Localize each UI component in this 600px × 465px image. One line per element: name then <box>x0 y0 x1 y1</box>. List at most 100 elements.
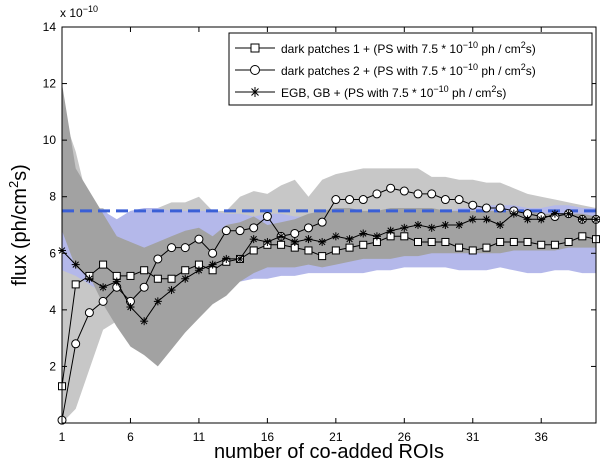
x-tick-label: 21 <box>329 430 343 444</box>
point-dark-patches-2 <box>345 195 355 205</box>
point-egb-gb <box>304 235 313 244</box>
point-egb-gb <box>249 235 258 244</box>
point-dark-patches-2 <box>290 228 300 238</box>
y-tick-label: 8 <box>49 190 56 204</box>
point-egb-gb <box>140 317 149 326</box>
point-egb-gb <box>578 215 587 224</box>
y-tick-label: 2 <box>49 359 56 373</box>
point-dark-patches-1 <box>331 246 340 255</box>
legend-box <box>228 32 593 106</box>
legend: dark patches 1 + (PS with 7.5 * 10−10 ph… <box>228 32 593 106</box>
point-egb-gb <box>550 209 559 218</box>
point-egb-gb <box>126 303 135 312</box>
point-dark-patches-1 <box>564 237 573 246</box>
point-dark-patches-1 <box>318 252 327 261</box>
point-dark-patches-1 <box>99 260 108 269</box>
point-dark-patches-1 <box>140 266 149 275</box>
x-axis-title: number of co-added ROIs <box>214 441 444 463</box>
point-dark-patches-1 <box>126 271 135 280</box>
series-line-egb-gb <box>61 213 596 322</box>
point-egb-gb <box>112 277 121 286</box>
point-egb-gb <box>331 232 340 241</box>
series-line-dark-patches-1 <box>61 235 597 387</box>
legend-label-dark-patches-2: dark patches 2 + (PS with 7.5 * 10−10 ph… <box>281 62 536 78</box>
point-egb-gb <box>71 260 80 269</box>
point-dark-patches-2 <box>427 189 437 199</box>
point-dark-patches-2 <box>98 296 108 306</box>
point-dark-patches-2 <box>262 212 272 222</box>
point-dark-patches-2 <box>71 339 81 349</box>
point-dark-patches-1 <box>578 232 587 241</box>
legend-label-egb-gb: EGB, GB + (PS with 7.5 * 10−10 ph / cm2s… <box>281 84 506 100</box>
point-egb-gb <box>509 209 518 218</box>
point-egb-gb <box>468 215 477 224</box>
point-dark-patches-2 <box>194 234 204 244</box>
y-tick-label: 14 <box>43 20 57 34</box>
point-egb-gb <box>153 297 162 306</box>
point-dark-patches-2 <box>468 200 478 210</box>
band-dark-gray-band <box>62 83 596 367</box>
point-dark-patches-2 <box>167 243 177 253</box>
legend-entry-dark-patches-1: dark patches 1 + (PS with 7.5 * 10−10 ph… <box>235 40 536 56</box>
point-egb-gb <box>482 215 491 224</box>
point-dark-patches-1 <box>537 240 546 249</box>
point-egb-gb <box>537 215 546 224</box>
point-egb-gb <box>359 229 368 238</box>
legend-entry-dark-patches-2: dark patches 2 + (PS with 7.5 * 10−10 ph… <box>235 62 536 78</box>
point-dark-patches-2 <box>454 195 464 205</box>
point-dark-patches-1 <box>277 240 286 249</box>
series-line-dark-patches-2 <box>61 187 596 421</box>
uncertainty-bands <box>62 83 596 424</box>
point-dark-patches-2 <box>235 226 245 236</box>
point-dark-patches-2 <box>331 195 341 205</box>
point-egb-gb <box>441 221 450 229</box>
point-dark-patches-2 <box>440 195 450 205</box>
point-egb-gb <box>167 286 176 295</box>
point-dark-patches-1 <box>359 240 368 249</box>
y-axis-title: flux (ph/cm2s) <box>6 164 31 286</box>
point-dark-patches-1 <box>427 237 436 246</box>
x-tick-label: 16 <box>261 430 275 444</box>
legend-asterisk-marker <box>250 87 260 97</box>
point-dark-patches-1 <box>509 237 518 246</box>
point-dark-patches-2 <box>372 189 382 199</box>
point-dark-patches-1 <box>455 243 464 252</box>
point-dark-patches-2 <box>303 223 313 233</box>
point-dark-patches-1 <box>304 246 313 255</box>
x-tick-label: 11 <box>193 430 206 444</box>
point-dark-patches-2 <box>139 282 149 292</box>
point-dark-patches-2 <box>84 308 94 318</box>
point-dark-patches-1 <box>414 237 422 246</box>
y-tick-label: 12 <box>43 77 57 91</box>
point-egb-gb <box>523 215 532 224</box>
point-dark-patches-2 <box>249 223 259 233</box>
point-dark-patches-2 <box>153 254 163 264</box>
point-egb-gb <box>345 235 354 244</box>
point-dark-patches-2 <box>399 186 409 196</box>
legend-square-marker <box>250 43 260 53</box>
point-egb-gb <box>564 209 573 218</box>
point-dark-patches-2 <box>495 203 505 213</box>
legend-label-dark-patches-1: dark patches 1 + (PS with 7.5 * 10−10 ph… <box>281 40 536 56</box>
point-egb-gb <box>427 223 436 232</box>
point-dark-patches-2 <box>317 217 327 227</box>
y-axis-ticks: 2 4 6 8 10 12 14 <box>43 20 596 373</box>
point-dark-patches-1 <box>482 243 491 252</box>
point-dark-patches-1 <box>441 237 450 246</box>
point-egb-gb <box>290 237 299 246</box>
x-tick-label: 36 <box>535 430 549 444</box>
point-dark-patches-2 <box>208 248 218 258</box>
point-egb-gb <box>208 260 217 269</box>
x-tick-label: 26 <box>398 430 412 444</box>
band-light-gray-band <box>62 111 596 424</box>
point-egb-gb <box>222 254 231 263</box>
point-dark-patches-2 <box>358 195 368 205</box>
x-axis-ticks: 1 6 11 16 21 26 31 36 <box>59 27 549 444</box>
point-dark-patches-1 <box>167 274 176 283</box>
point-egb-gb <box>372 232 381 241</box>
x-tick-label: 31 <box>466 430 480 444</box>
point-egb-gb <box>236 254 244 263</box>
point-egb-gb <box>455 221 464 229</box>
point-dark-patches-1 <box>523 237 532 246</box>
